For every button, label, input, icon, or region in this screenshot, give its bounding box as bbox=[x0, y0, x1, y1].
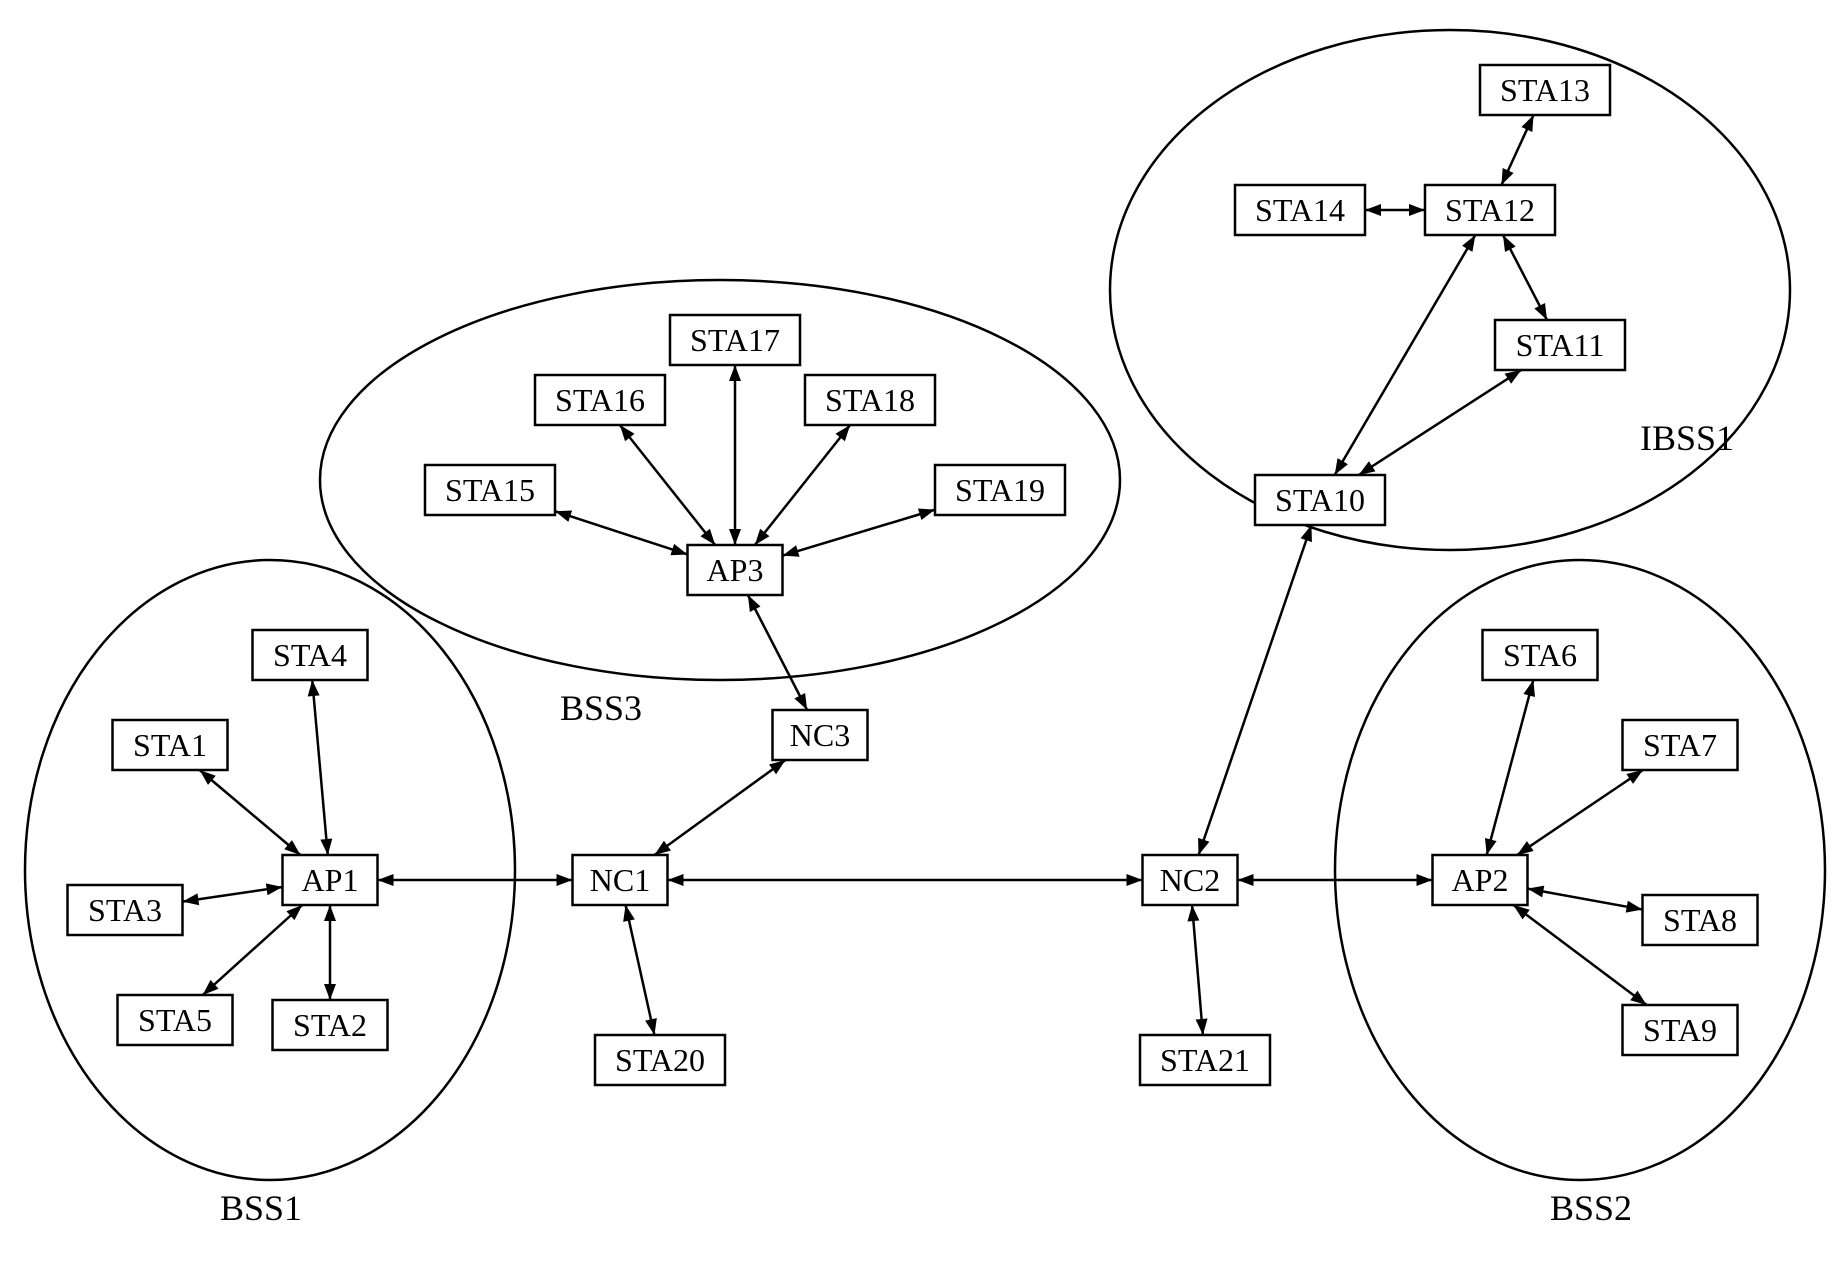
node-label-sta2: STA2 bbox=[293, 1007, 367, 1043]
edge-ap1-sta4 bbox=[312, 680, 328, 855]
edge-ap1-sta5 bbox=[203, 905, 303, 995]
arrowhead-icon bbox=[1462, 235, 1475, 252]
arrowhead-icon bbox=[1626, 770, 1643, 784]
edge-ap3-sta19 bbox=[783, 510, 936, 556]
edge-nc2-sta21 bbox=[1192, 905, 1203, 1035]
group-label-bss3: BSS3 bbox=[560, 688, 642, 728]
node-label-nc3: NC3 bbox=[790, 717, 850, 753]
edge-ap2-sta7 bbox=[1517, 770, 1643, 855]
node-label-sta1: STA1 bbox=[133, 727, 207, 763]
node-label-sta12: STA12 bbox=[1445, 192, 1535, 228]
arrowhead-icon bbox=[555, 510, 572, 521]
arrowhead-icon bbox=[1505, 370, 1522, 384]
node-label-sta13: STA13 bbox=[1500, 72, 1590, 108]
arrowhead-icon bbox=[1359, 461, 1376, 475]
arrowhead-icon bbox=[1198, 838, 1209, 855]
node-label-ap3: AP3 bbox=[707, 552, 764, 588]
arrowhead-icon bbox=[1301, 525, 1312, 542]
edge-ap2-sta8 bbox=[1528, 889, 1643, 910]
arrowhead-icon bbox=[783, 545, 800, 556]
edge-ap1-sta1 bbox=[200, 770, 301, 855]
group-ellipse-ibss1 bbox=[1110, 30, 1790, 550]
arrowhead-icon bbox=[1521, 115, 1533, 132]
node-label-sta14: STA14 bbox=[1255, 192, 1345, 228]
node-label-sta11: STA11 bbox=[1516, 327, 1605, 363]
arrowhead-icon bbox=[1528, 886, 1545, 898]
arrowhead-icon bbox=[1409, 204, 1425, 216]
group-label-bss1: BSS1 bbox=[220, 1188, 302, 1228]
arrowhead-icon bbox=[1503, 235, 1516, 252]
node-label-sta5: STA5 bbox=[138, 1002, 212, 1038]
arrowhead-icon bbox=[1517, 841, 1534, 855]
arrowhead-icon bbox=[378, 874, 394, 886]
node-label-sta7: STA7 bbox=[1643, 727, 1717, 763]
arrowhead-icon bbox=[1485, 838, 1497, 855]
node-label-sta4: STA4 bbox=[273, 637, 347, 673]
arrowhead-icon bbox=[1238, 874, 1254, 886]
edge-sta10-sta12 bbox=[1335, 235, 1476, 475]
edge-nc2-sta10 bbox=[1199, 525, 1312, 855]
node-label-sta21: STA21 bbox=[1160, 1042, 1250, 1078]
edge-ap3-sta16 bbox=[620, 425, 715, 545]
arrowhead-icon bbox=[729, 365, 741, 381]
arrowhead-icon bbox=[1335, 458, 1348, 475]
node-label-ap1: AP1 bbox=[302, 862, 359, 898]
arrowhead-icon bbox=[1417, 874, 1433, 886]
arrowhead-icon bbox=[1626, 901, 1643, 913]
edge-nc1-nc3 bbox=[654, 760, 785, 855]
node-label-sta20: STA20 bbox=[615, 1042, 705, 1078]
node-label-sta17: STA17 bbox=[690, 322, 780, 358]
node-label-sta19: STA19 bbox=[955, 472, 1045, 508]
arrowhead-icon bbox=[1501, 168, 1513, 185]
arrowhead-icon bbox=[1630, 991, 1646, 1005]
arrowhead-icon bbox=[557, 874, 573, 886]
arrowhead-icon bbox=[670, 544, 687, 555]
arrowhead-icon bbox=[1534, 303, 1547, 320]
node-label-nc1: NC1 bbox=[590, 862, 650, 898]
edge-ap3-sta18 bbox=[755, 425, 850, 545]
arrowhead-icon bbox=[266, 883, 283, 895]
arrowhead-icon bbox=[654, 841, 670, 855]
arrowhead-icon bbox=[668, 874, 684, 886]
group-label-ibss1: IBSS1 bbox=[1640, 418, 1734, 458]
node-label-sta8: STA8 bbox=[1663, 902, 1737, 938]
arrowhead-icon bbox=[1513, 905, 1529, 919]
node-label-sta9: STA9 bbox=[1643, 1012, 1717, 1048]
edge-ap3-sta15 bbox=[555, 511, 688, 554]
arrowhead-icon bbox=[183, 893, 200, 905]
network-diagram: STA1 STA2 STA3 STA4 STA5 AP1 STA15 STA16 STA17 ST… bbox=[0, 0, 1843, 1275]
arrowhead-icon bbox=[769, 760, 785, 774]
edge-ap2-sta9 bbox=[1513, 905, 1646, 1005]
arrowhead-icon bbox=[918, 509, 935, 520]
node-label-sta3: STA3 bbox=[88, 892, 162, 928]
node-label-nc2: NC2 bbox=[1160, 862, 1220, 898]
edge-ap2-sta6 bbox=[1487, 680, 1534, 855]
node-label-ap2: AP2 bbox=[1452, 862, 1509, 898]
arrowhead-icon bbox=[324, 905, 336, 921]
arrowhead-icon bbox=[794, 693, 807, 710]
node-label-sta16: STA16 bbox=[555, 382, 645, 418]
arrowhead-icon bbox=[1127, 874, 1143, 886]
node-label-sta18: STA18 bbox=[825, 382, 915, 418]
node-label-sta6: STA6 bbox=[1503, 637, 1577, 673]
arrowhead-icon bbox=[729, 529, 741, 545]
edge-ap3-nc3 bbox=[748, 595, 807, 710]
arrowhead-icon bbox=[324, 984, 336, 1000]
arrowhead-icon bbox=[1523, 680, 1535, 697]
arrowhead-icon bbox=[748, 595, 761, 612]
edge-nc1-sta20 bbox=[626, 905, 655, 1035]
node-label-sta10: STA10 bbox=[1275, 482, 1365, 518]
group-label-bss2: BSS2 bbox=[1550, 1188, 1632, 1228]
arrowhead-icon bbox=[1365, 204, 1381, 216]
edge-sta10-sta11 bbox=[1359, 370, 1522, 475]
node-label-sta15: STA15 bbox=[445, 472, 535, 508]
